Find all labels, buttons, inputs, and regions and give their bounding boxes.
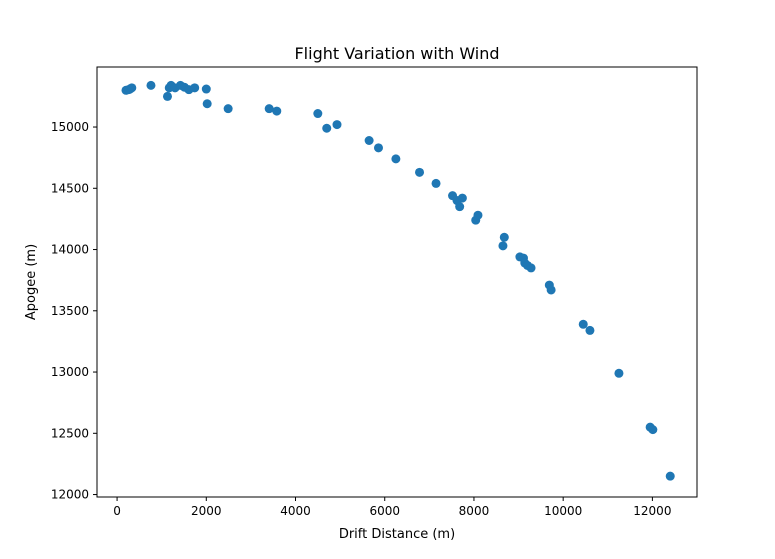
- data-point: [313, 109, 323, 119]
- data-point: [473, 210, 483, 220]
- x-tick-label: 4000: [280, 504, 311, 518]
- data-point: [431, 178, 441, 188]
- data-point: [190, 83, 200, 93]
- data-point: [364, 136, 374, 146]
- data-point: [665, 471, 675, 481]
- data-point: [391, 154, 401, 164]
- y-axis-label: Apogee (m): [24, 244, 39, 320]
- data-point: [201, 84, 211, 94]
- x-ticks: 0 2000 4000 6000 8000 10000 12000: [113, 497, 671, 518]
- data-point: [332, 120, 342, 130]
- data-point: [455, 202, 465, 212]
- y-tick-label: 12000: [51, 488, 89, 502]
- data-point: [614, 368, 624, 378]
- y-tick-label: 14500: [51, 181, 89, 195]
- x-tick-label: 12000: [633, 504, 671, 518]
- x-tick-label: 6000: [369, 504, 400, 518]
- data-point: [223, 104, 233, 114]
- data-point: [498, 241, 508, 251]
- data-point: [272, 106, 282, 116]
- data-point: [202, 99, 212, 109]
- y-tick-label: 13500: [51, 304, 89, 318]
- x-tick-label: 2000: [191, 504, 222, 518]
- data-point: [162, 91, 172, 101]
- x-tick-label: 10000: [544, 504, 582, 518]
- data-point: [415, 167, 425, 177]
- data-point: [127, 83, 137, 93]
- y-tick-label: 15000: [51, 120, 89, 134]
- data-point: [546, 285, 556, 295]
- data-point: [526, 263, 536, 273]
- data-point: [578, 319, 588, 329]
- chart-title: Flight Variation with Wind: [294, 44, 499, 63]
- data-point: [585, 325, 595, 335]
- y-tick-label: 13000: [51, 365, 89, 379]
- y-ticks: 12000 12500 13000 13500 14000 14500 15000: [51, 120, 97, 502]
- x-axis-label: Drift Distance (m): [339, 527, 455, 542]
- data-point: [146, 80, 156, 90]
- data-point: [322, 123, 332, 133]
- y-tick-label: 12500: [51, 426, 89, 440]
- data-point: [373, 143, 383, 153]
- x-tick-label: 8000: [459, 504, 490, 518]
- data-points: [121, 80, 675, 481]
- data-point: [264, 104, 274, 114]
- data-point: [499, 232, 509, 242]
- plot-area-frame: [96, 66, 698, 498]
- data-point: [457, 193, 467, 203]
- x-tick-label: 0: [113, 504, 121, 518]
- y-tick-label: 14000: [51, 243, 89, 257]
- data-point: [648, 425, 658, 435]
